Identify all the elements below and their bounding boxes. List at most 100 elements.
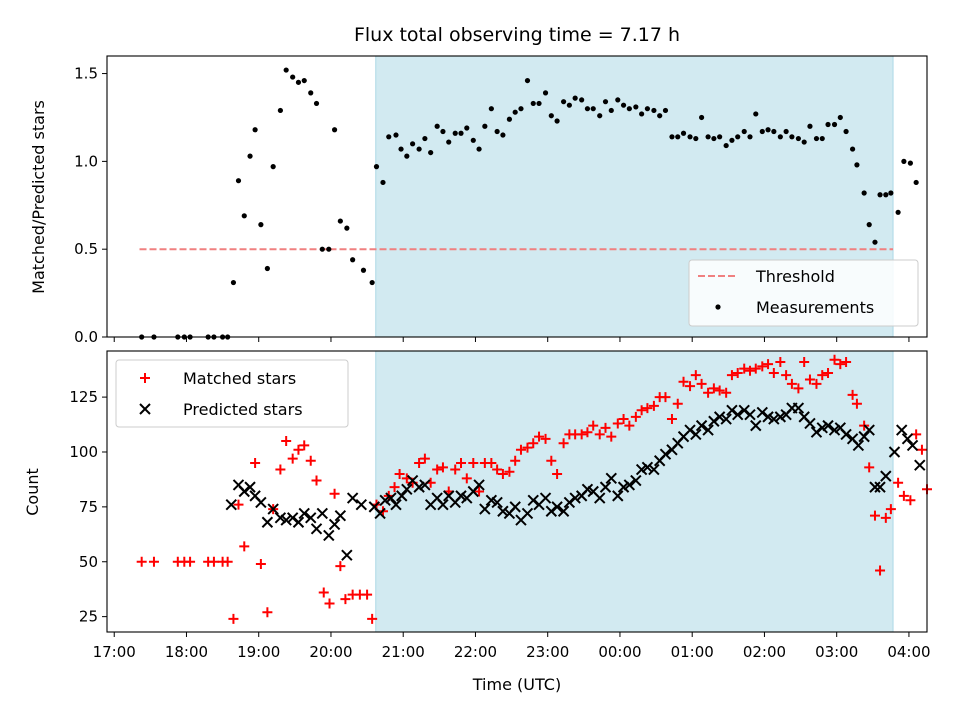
y-tick-label: 0.5: [74, 240, 98, 258]
data-point-predicted: [374, 507, 386, 520]
data-point: [398, 146, 404, 152]
data-point-matched: [299, 440, 310, 451]
data-point-matched: [340, 594, 351, 605]
data-point: [434, 123, 440, 129]
data-point-predicted: [401, 483, 413, 496]
data-point: [901, 158, 907, 164]
data-point: [360, 267, 367, 273]
data-point-predicted: [901, 433, 914, 445]
data-point-predicted: [612, 490, 624, 502]
data-point-matched: [275, 464, 286, 475]
data-point: [590, 106, 596, 112]
data-point: [831, 121, 838, 128]
data-point: [807, 123, 813, 129]
data-point: [675, 134, 681, 140]
data-point-matched: [335, 561, 346, 572]
data-point-predicted: [623, 479, 636, 491]
data-point-matched: [262, 607, 273, 618]
data-point-predicted: [702, 424, 714, 436]
data-point: [789, 134, 795, 140]
data-point-matched: [432, 464, 443, 475]
legend-predicted-swatch: [139, 403, 151, 415]
data-point-matched: [414, 457, 425, 468]
data-point: [524, 77, 531, 84]
data-point: [819, 135, 825, 142]
data-point-matched: [660, 392, 671, 403]
data-point-matched: [522, 442, 533, 453]
data-point: [301, 77, 307, 84]
data-point-predicted: [713, 411, 726, 423]
data-point-matched: [893, 477, 904, 488]
data-point-matched: [678, 376, 689, 387]
data-point: [428, 149, 434, 156]
data-point-matched: [823, 367, 834, 378]
data-point-predicted: [225, 498, 237, 511]
data-point-matched: [222, 556, 233, 567]
data-point-matched: [612, 418, 623, 429]
data-point-matched: [835, 359, 846, 370]
data-point-predicted: [298, 507, 310, 520]
data-point-predicted: [869, 481, 881, 493]
data-point-matched: [148, 556, 159, 567]
data-point: [579, 97, 585, 103]
data-point-matched: [389, 482, 400, 493]
data-point-matched: [474, 486, 485, 497]
data-point-matched: [255, 558, 266, 569]
data-point-matched: [851, 398, 862, 409]
x-axis-label: Time (UTC): [472, 675, 561, 694]
data-point-matched: [534, 431, 545, 442]
data-point-matched: [864, 462, 875, 473]
data-point-matched: [185, 556, 196, 567]
x-tick-label: 22:00: [454, 643, 497, 661]
data-point-matched: [811, 378, 822, 389]
data-point: [230, 279, 237, 286]
data-point: [777, 134, 783, 140]
data-point-matched: [329, 488, 340, 499]
chart-title: Flux total observing time = 7.17 h: [354, 24, 680, 46]
data-point: [849, 146, 856, 152]
data-point-matched: [744, 365, 755, 376]
data-point-predicted: [874, 481, 886, 493]
data-point: [711, 135, 717, 142]
data-point: [895, 209, 901, 215]
data-point-predicted: [551, 501, 563, 513]
data-point: [536, 100, 542, 107]
data-point: [687, 134, 693, 140]
data-point-predicted: [906, 439, 919, 452]
panel-counts: 25 50 75 100 125 17:00 18:00 19:00 20:00 21:00 22:…: [69, 350, 932, 661]
data-point-predicted: [768, 413, 780, 425]
data-point-matched: [606, 431, 617, 442]
data-point: [258, 222, 264, 228]
data-point-matched: [450, 464, 461, 475]
data-point-matched: [898, 490, 909, 501]
data-point-matched: [394, 468, 405, 479]
data-point-matched: [721, 387, 732, 398]
data-point: [554, 118, 560, 124]
data-point: [813, 135, 820, 142]
data-point: [331, 127, 338, 133]
data-point-matched: [714, 385, 725, 396]
data-point-matched: [905, 495, 916, 506]
data-point: [410, 141, 416, 147]
data-point-predicted: [385, 492, 397, 504]
data-point: [639, 111, 645, 117]
data-point-matched: [287, 453, 298, 464]
data-point: [888, 190, 894, 196]
data-point-matched: [829, 354, 840, 365]
data-point-matched: [685, 381, 696, 392]
legend-box: [688, 259, 919, 327]
data-point-predicted: [858, 430, 870, 443]
data-point-predicted: [437, 498, 449, 511]
data-point-matched: [703, 387, 714, 398]
data-point-predicted: [720, 413, 732, 425]
series-measurements: [139, 67, 919, 340]
data-point: [883, 192, 889, 198]
data-point-matched: [293, 444, 304, 455]
data-point-matched: [630, 411, 641, 422]
data-point-matched: [666, 414, 677, 425]
data-point-predicted: [509, 501, 521, 513]
data-point-matched: [916, 444, 927, 455]
data-point: [765, 127, 771, 133]
data-point-matched: [618, 414, 629, 425]
data-point: [608, 107, 614, 114]
